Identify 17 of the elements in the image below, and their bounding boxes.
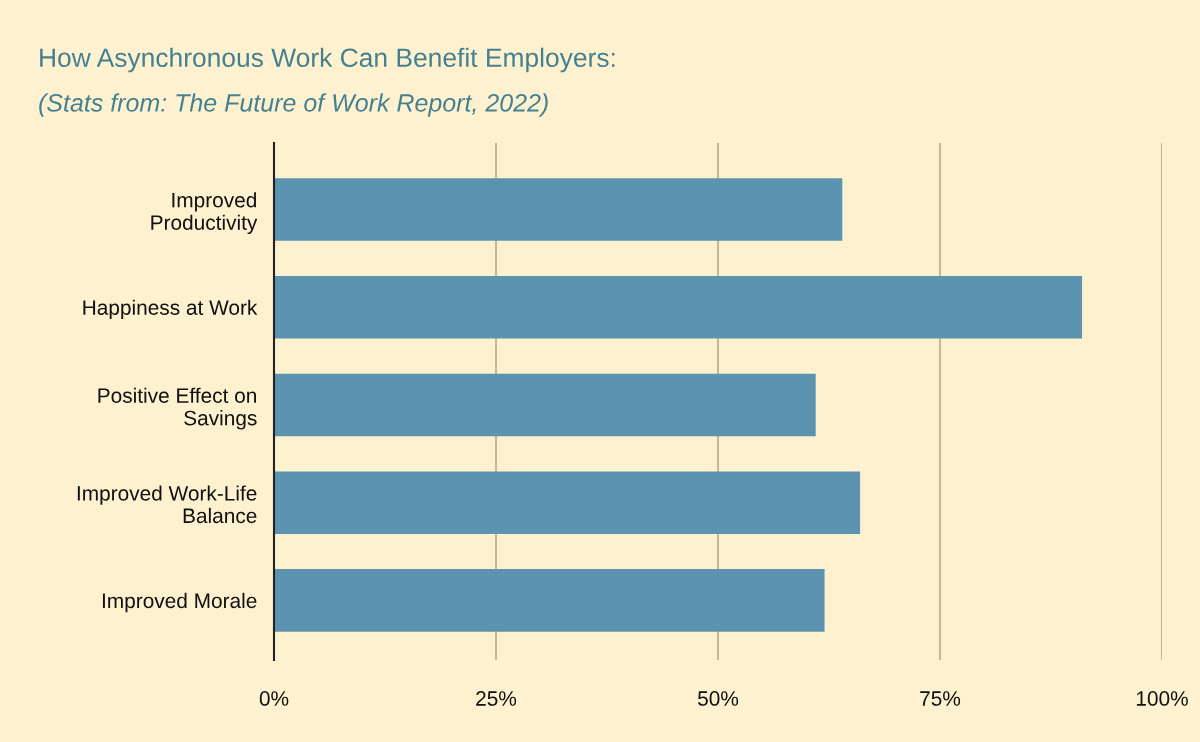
x-tick-label: 100% <box>1136 691 1188 706</box>
x-tick-label: 25% <box>476 691 517 706</box>
bar <box>274 569 825 632</box>
y-tick-label: Improved Work-Life Balance <box>77 485 257 524</box>
y-tick-label: Improved Productivity <box>151 192 258 235</box>
x-tick-label: 0% <box>259 691 289 706</box>
bar <box>274 373 816 437</box>
chart-subtitle: (Stats from: The Future of Work Report, 2022) <box>39 93 548 117</box>
y-tick-label: Improved Morale <box>102 592 257 613</box>
y-tick-label: Positive Effect on Savings <box>98 387 257 430</box>
bar <box>274 471 861 534</box>
x-tick-label: 50% <box>697 691 739 706</box>
bar <box>274 178 843 241</box>
bar <box>274 275 1083 339</box>
y-tick-label: Happiness at Work <box>83 299 258 320</box>
chart-title: How Asynchronous Work Can Benefit Employers: <box>40 47 615 73</box>
x-tick-label: 75% <box>920 691 961 706</box>
